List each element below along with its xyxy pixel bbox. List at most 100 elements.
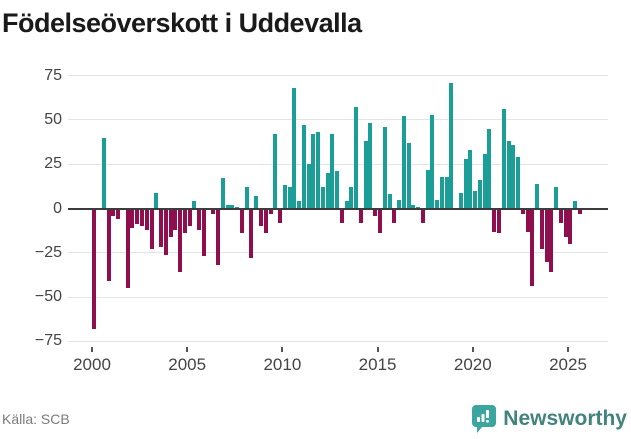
bar-positive xyxy=(387,194,392,209)
bar-negative xyxy=(116,208,121,220)
bar-negative xyxy=(149,208,154,250)
bar-negative xyxy=(263,208,268,234)
bar-positive xyxy=(316,132,321,209)
newsworthy-logo[interactable]: Newsworthy xyxy=(471,403,627,435)
gridline xyxy=(68,296,608,298)
bar-positive xyxy=(297,201,302,209)
bar-positive xyxy=(397,199,402,209)
bar-positive xyxy=(439,176,444,209)
bar-negative xyxy=(539,208,544,250)
bar-negative xyxy=(563,208,568,237)
x-axis-tick-label: 2025 xyxy=(549,355,587,374)
bar-negative xyxy=(377,208,382,234)
x-axis-tick-label: 2000 xyxy=(73,355,111,374)
bar-positive xyxy=(101,137,106,209)
bar-positive xyxy=(282,185,287,209)
bar-negative xyxy=(339,208,344,223)
x-axis-tick xyxy=(186,347,189,352)
y-axis-tick-label: 75 xyxy=(44,66,62,84)
bar-positive xyxy=(320,187,325,209)
bar-negative xyxy=(139,208,144,227)
bar-negative xyxy=(358,208,363,223)
bar-positive xyxy=(311,134,316,209)
x-axis-tick-label: 2005 xyxy=(168,355,207,374)
bar-positive xyxy=(554,187,559,209)
bar-positive xyxy=(506,141,511,209)
x-axis-tick-label: 2010 xyxy=(263,355,302,374)
bar-negative xyxy=(549,208,554,273)
bar-negative xyxy=(496,208,501,234)
x-axis-tick-label: 2015 xyxy=(358,355,397,374)
bar-negative xyxy=(492,208,497,232)
bar-positive xyxy=(401,116,406,209)
bar-negative xyxy=(106,208,111,282)
x-axis-tick-label: 2020 xyxy=(453,355,492,374)
bar-negative xyxy=(201,208,206,257)
bar-negative xyxy=(577,208,582,214)
bar-positive xyxy=(535,183,540,209)
bar-positive xyxy=(435,199,440,209)
bar-negative xyxy=(268,208,273,214)
bar-negative xyxy=(173,208,178,230)
bar-negative xyxy=(278,208,283,223)
bar-negative xyxy=(558,208,563,223)
gridline xyxy=(68,340,608,342)
bar-negative xyxy=(197,208,202,230)
bar-positive xyxy=(511,144,516,209)
bar-positive xyxy=(192,201,197,209)
zero-axis-line xyxy=(68,207,608,210)
bar-positive xyxy=(306,164,311,209)
bar-positive xyxy=(573,201,578,209)
bar-negative xyxy=(239,208,244,234)
bar-negative xyxy=(144,208,149,230)
bar-negative xyxy=(187,208,192,227)
bar-negative xyxy=(544,208,549,262)
bar-positive xyxy=(292,87,297,209)
bar-positive xyxy=(516,157,521,209)
gridline xyxy=(68,119,608,121)
bar-positive xyxy=(230,204,235,209)
bar-negative xyxy=(520,208,525,214)
x-axis-tick xyxy=(471,347,474,352)
bar-positive xyxy=(449,82,454,209)
bar-positive xyxy=(406,142,411,209)
gridline xyxy=(68,75,608,77)
bar-negative xyxy=(168,208,173,237)
x-axis-tick xyxy=(91,347,93,352)
bar-positive xyxy=(354,107,359,209)
x-axis-tick xyxy=(281,347,284,352)
bar-negative xyxy=(373,208,378,216)
bar-positive xyxy=(501,109,506,209)
bar-negative xyxy=(392,208,397,223)
bar-negative xyxy=(249,208,254,259)
bar-positive xyxy=(273,134,278,209)
bar-positive xyxy=(225,204,230,209)
bar-positive xyxy=(287,187,292,209)
bar-positive xyxy=(349,187,354,209)
newsworthy-logo-text: Newsworthy xyxy=(503,407,627,430)
bar-negative xyxy=(258,208,263,227)
bar-negative xyxy=(216,208,221,266)
bar-positive xyxy=(444,176,449,209)
gridline xyxy=(68,163,608,165)
bar-positive xyxy=(244,187,249,209)
chart-title: Födelseöverskott i Uddevalla xyxy=(2,8,362,38)
bar-positive xyxy=(154,192,159,209)
bar-negative xyxy=(568,208,573,244)
bar-positive xyxy=(335,171,340,209)
bar-positive xyxy=(487,128,492,209)
bar-negative xyxy=(125,208,130,289)
bar-negative xyxy=(178,208,183,273)
bar-positive xyxy=(473,190,478,209)
bar-positive xyxy=(325,173,330,209)
bar-positive xyxy=(463,158,468,209)
bar-positive xyxy=(425,169,430,209)
y-axis-tick-label: 50 xyxy=(44,110,62,128)
bar-negative xyxy=(163,208,168,255)
y-axis-tick-label: −75 xyxy=(34,332,62,350)
bar-positive xyxy=(482,153,487,209)
bar-negative xyxy=(130,208,135,228)
y-axis-tick-label: 0 xyxy=(53,199,62,217)
bar-positive xyxy=(301,125,306,209)
bar-negative xyxy=(182,208,187,234)
